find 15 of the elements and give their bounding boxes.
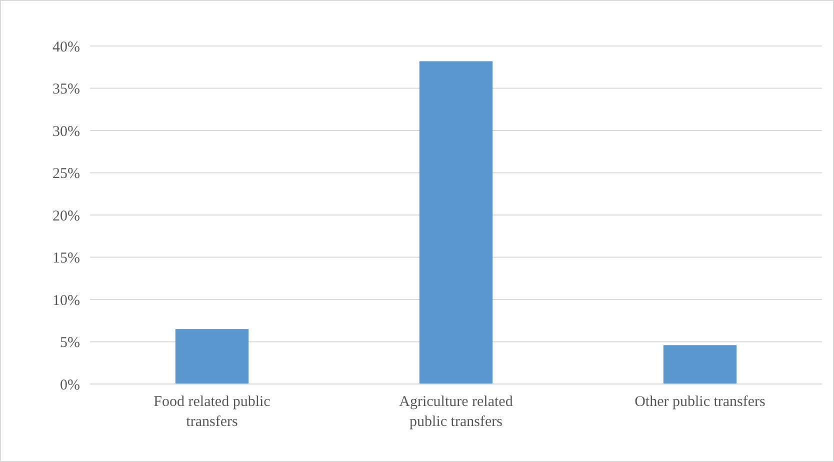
- y-tick-label: 35%: [52, 82, 80, 98]
- y-tick-label: 10%: [52, 292, 80, 309]
- y-tick-label: 15%: [52, 250, 80, 266]
- bar: [419, 61, 493, 384]
- x-tick-label: Agriculture related public transfers: [399, 394, 514, 430]
- y-tick-label: 40%: [52, 39, 80, 56]
- y-tick-label: 25%: [52, 166, 80, 182]
- y-tick-label: 5%: [60, 335, 80, 351]
- x-tick-label: Food related public transfers: [154, 394, 271, 430]
- bar: [663, 345, 737, 384]
- y-tick-label: 0%: [60, 377, 80, 394]
- y-tick-label: 30%: [52, 124, 80, 140]
- y-tick-label: 20%: [52, 208, 80, 224]
- x-tick-label: Other public transfers: [634, 394, 766, 410]
- bar: [175, 329, 249, 384]
